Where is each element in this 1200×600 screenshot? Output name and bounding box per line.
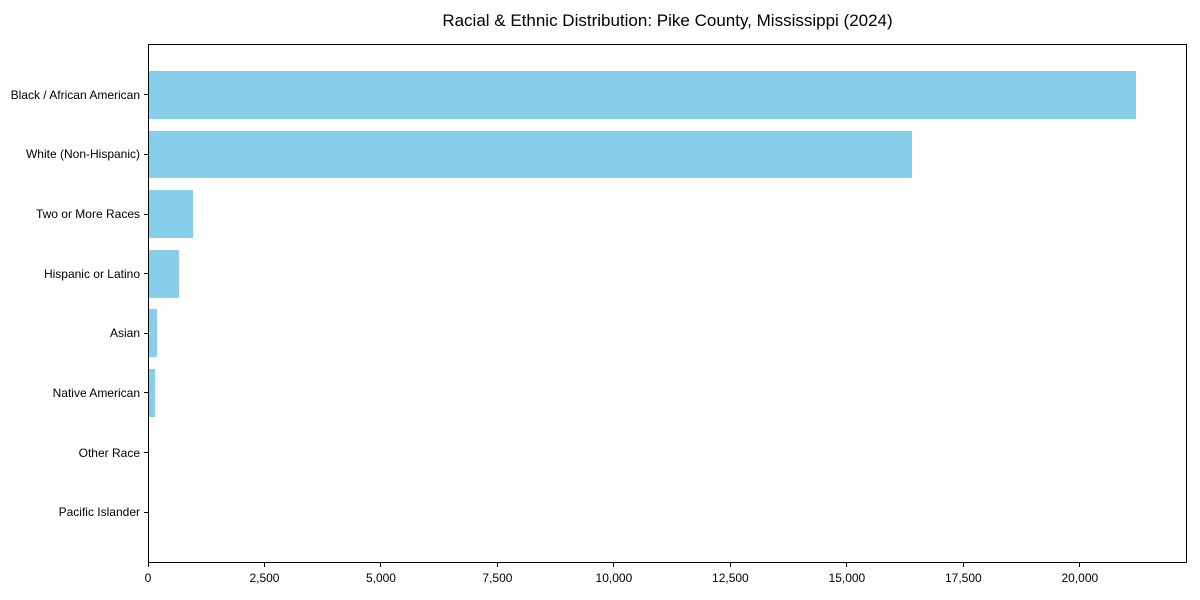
x-tick-label: 10,000 — [595, 571, 633, 585]
x-tick-mark — [1079, 563, 1081, 567]
bar-asian — [148, 309, 157, 358]
y-tick-mark — [144, 332, 148, 334]
x-tick-mark — [380, 563, 382, 567]
y-tick-label: Pacific Islander — [58, 505, 140, 520]
chart-title: Racial & Ethnic Distribution: Pike Count… — [442, 11, 893, 30]
bar-hispanic-or-latino — [148, 249, 180, 298]
y-tick-label: Asian — [109, 326, 140, 341]
bar-other-race — [148, 428, 150, 477]
bar-white-non-hispanic — [148, 130, 913, 179]
bar-two-or-more-races — [148, 190, 194, 238]
x-tick-label: 5,000 — [365, 571, 396, 585]
bar-black-african-american — [148, 70, 1136, 119]
x-tick-label: 0 — [144, 571, 152, 585]
x-tick-mark — [263, 563, 265, 567]
x-tick-mark — [846, 563, 848, 567]
x-tick-mark — [496, 563, 498, 567]
x-tick-mark — [613, 563, 615, 567]
y-tick-mark — [144, 452, 148, 454]
x-tick-label: 12,500 — [712, 571, 749, 585]
plot-area-frame — [148, 44, 1187, 563]
x-tick-label: 7,500 — [482, 571, 513, 585]
x-tick-mark — [147, 563, 149, 567]
y-tick-label: White (Non-Hispanic) — [25, 147, 140, 162]
x-tick-label: 15,000 — [828, 571, 866, 585]
y-tick-mark — [144, 213, 148, 215]
y-tick-mark — [144, 273, 148, 275]
x-tick-label: 20,000 — [1061, 571, 1099, 585]
y-tick-label: Other Race — [78, 445, 140, 460]
bar-native-american — [148, 369, 156, 417]
y-tick-label: Black / African American — [10, 87, 140, 102]
x-tick-label: 2,500 — [249, 571, 280, 585]
y-tick-mark — [144, 153, 148, 155]
y-tick-mark — [144, 511, 148, 513]
y-tick-mark — [144, 94, 148, 96]
x-tick-mark — [729, 563, 731, 567]
x-tick-mark — [962, 563, 964, 567]
y-tick-label: Native American — [52, 385, 140, 400]
y-tick-label: Two or More Races — [35, 207, 140, 222]
x-tick-label: 17,500 — [944, 571, 982, 585]
y-tick-label: Hispanic or Latino — [43, 266, 140, 281]
y-tick-mark — [144, 392, 148, 394]
